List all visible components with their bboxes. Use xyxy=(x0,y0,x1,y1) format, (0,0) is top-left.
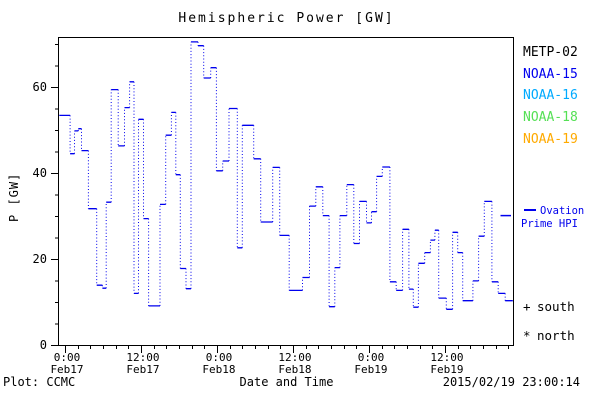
x-tick-date: Feb17 xyxy=(50,363,83,376)
north-marker-legend: * north xyxy=(523,328,575,343)
x-tick-date: Feb18 xyxy=(278,363,311,376)
x-tick-date: Feb17 xyxy=(126,363,159,376)
x-tick-time: 12:00 xyxy=(278,351,311,364)
hpi-line-sample xyxy=(524,209,536,211)
legend-satellite-label: METP-02 xyxy=(523,45,578,60)
legend-satellite-label: NOAA-19 xyxy=(523,131,578,147)
hpi-legend-line1: Ovation xyxy=(540,205,585,217)
asterisk-marker-glyph: * xyxy=(523,328,531,343)
x-tick-time: 12:00 xyxy=(430,351,463,364)
north-label: north xyxy=(537,328,575,343)
y-tick-label: 60 xyxy=(33,80,47,94)
plot-frame xyxy=(58,37,514,346)
plot-timestamp: 2015/02/19 23:00:14 xyxy=(442,375,580,389)
x-tick-date: Feb18 xyxy=(202,363,235,376)
legend-satellite-label: NOAA-16 xyxy=(523,88,578,104)
south-marker-legend: + south xyxy=(523,299,575,314)
hpi-step-connectors xyxy=(69,41,506,310)
x-axis-label: Date and Time xyxy=(239,375,334,389)
x-tick-time: 0:00 xyxy=(358,351,385,364)
hpi-legend-line2: Prime HPI xyxy=(521,218,578,230)
x-tick-time: 0:00 xyxy=(206,351,233,364)
satellite-legend: METP-02 NOAA-15 NOAA-16 NOAA-18 NOAA-19 xyxy=(523,45,598,155)
y-tick-label: 40 xyxy=(33,166,47,180)
x-tick-date: Feb19 xyxy=(430,363,463,376)
hpi-line-legend: Ovation Prime HPI xyxy=(521,205,599,231)
x-tick-date: Feb19 xyxy=(354,363,387,376)
legend-satellite-label: NOAA-18 xyxy=(523,110,578,126)
plot-credit: Plot: CCMC xyxy=(3,375,76,389)
south-label: south xyxy=(537,299,575,314)
legend-satellite-label: NOAA-15 xyxy=(523,66,578,82)
y-tick-label: 0 xyxy=(40,338,47,352)
chart-title: Hemispheric Power [GW] xyxy=(178,11,395,26)
y-tick-label: 20 xyxy=(33,252,47,266)
x-tick-time: 0:00 xyxy=(54,351,81,364)
plus-marker-glyph: + xyxy=(523,299,531,314)
hpi-step-levels xyxy=(59,41,513,310)
x-tick-time: 12:00 xyxy=(126,351,159,364)
